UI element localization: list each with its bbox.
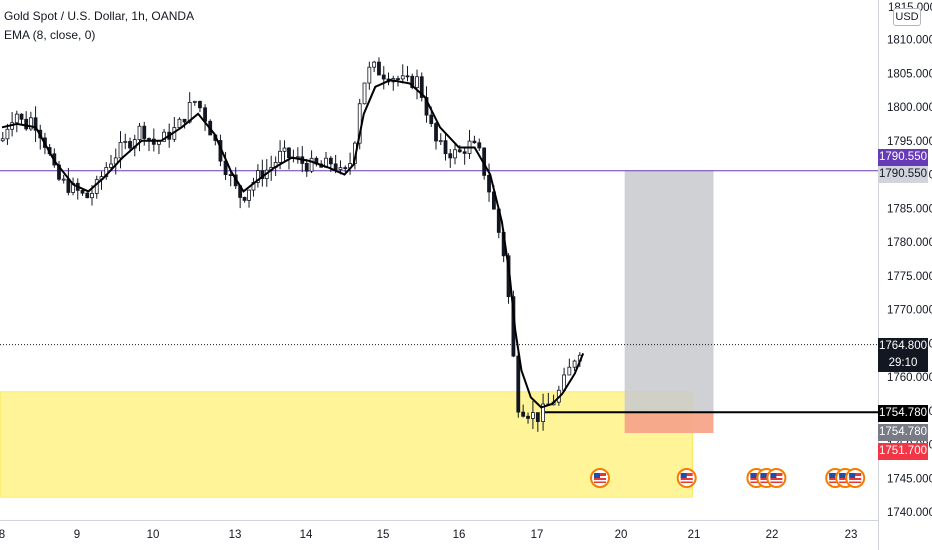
position-stop-box[interactable] [624, 412, 714, 434]
price-tick-label: 1800.000 [887, 102, 932, 114]
date-tick-label: 15 [377, 529, 390, 541]
candle [448, 148, 453, 168]
candle [304, 158, 309, 177]
last-price-tag: 1764.800 [878, 338, 928, 355]
candle [85, 192, 90, 199]
candle [147, 137, 151, 152]
candles [0, 57, 582, 432]
candle [57, 160, 61, 182]
candle [443, 133, 448, 161]
candle [405, 66, 410, 82]
resistance-price-tag: 1790.550 [878, 149, 928, 166]
candle [255, 164, 260, 188]
event-markers[interactable] [590, 468, 866, 488]
candle [572, 359, 577, 372]
candle [377, 57, 381, 76]
candle [535, 412, 540, 432]
candle [526, 412, 530, 424]
date-tick-label: 23 [845, 529, 858, 541]
candle [424, 86, 429, 123]
candle [415, 69, 419, 100]
candle [19, 113, 24, 126]
ema-line [1, 78, 585, 409]
candle [282, 140, 287, 162]
economic-event-icon[interactable] [590, 468, 610, 488]
candle [434, 121, 438, 150]
date-tick-label: 10 [147, 529, 160, 541]
date-tick-label: 14 [300, 529, 313, 541]
candle [462, 147, 467, 165]
candle [118, 131, 123, 169]
candle [381, 66, 386, 90]
chart-title[interactable]: Gold Spot / U.S. Dollar, 1h, OANDA [4, 9, 195, 23]
currency-button[interactable]: USD [893, 8, 921, 26]
candle [372, 60, 377, 73]
price-tick-label: 1780.000 [887, 237, 932, 249]
candle [123, 133, 128, 150]
date-tick-label: 17 [531, 529, 544, 541]
candle [367, 61, 372, 90]
candle [521, 404, 526, 418]
date-tick-label: 16 [453, 529, 466, 541]
candle [362, 82, 367, 105]
candle [24, 111, 29, 131]
price-tick-label: 1775.000 [887, 271, 932, 283]
date-tick-label: 8 [0, 529, 5, 541]
price-tick-label: 1810.000 [887, 35, 932, 47]
candle [242, 196, 247, 203]
candle [453, 143, 457, 165]
candle [247, 189, 251, 208]
candle [198, 100, 202, 113]
candle [477, 138, 482, 151]
candle [228, 170, 233, 187]
date-tick-label: 9 [74, 529, 80, 541]
candle [531, 400, 535, 430]
demand-zone[interactable] [0, 391, 693, 498]
price-tick-label: 1795.000 [887, 136, 932, 148]
candle [137, 122, 142, 152]
candle [472, 135, 477, 144]
candle [61, 174, 66, 184]
entry-price-tag: 1754.780 [878, 405, 928, 422]
stop-price-tag: 1751.700 [878, 443, 928, 460]
price-tick-label: 1760.000 [887, 372, 932, 384]
price-tick-label: 1740.000 [887, 507, 932, 519]
price-tick-label: 1745.000 [887, 473, 932, 485]
candle [28, 111, 33, 132]
economic-event-icon[interactable] [676, 468, 697, 488]
candle [400, 64, 405, 84]
candle [567, 358, 572, 376]
candle [33, 106, 38, 143]
position-target-box[interactable] [624, 170, 714, 413]
price-tick-label: 1805.000 [887, 68, 932, 80]
candle [457, 145, 462, 153]
candle [5, 123, 10, 145]
candle [419, 72, 424, 102]
candle [109, 154, 113, 170]
candle [487, 163, 491, 202]
indicator-legend[interactable]: EMA (8, close, 0) [4, 28, 96, 42]
entry-line-tag: 1754.780 [878, 424, 928, 441]
candle [0, 131, 5, 143]
candle [438, 133, 443, 146]
price-tick-label: 1785.000 [887, 203, 932, 215]
economic-event-icon[interactable] [766, 468, 787, 488]
candle [177, 117, 182, 129]
candle [541, 393, 545, 431]
date-tick-label: 20 [615, 529, 628, 541]
date-tick-label: 13 [229, 529, 242, 541]
price-tick-label: 1770.000 [887, 305, 932, 317]
economic-event-icon[interactable] [845, 468, 866, 488]
resistance-line-tag: 1790.550 [878, 166, 928, 183]
candle [80, 188, 85, 196]
date-tick-label: 22 [766, 529, 779, 541]
candle [343, 165, 348, 173]
bar-countdown-tag: 29:10 [878, 355, 928, 372]
date-tick-label: 21 [688, 529, 701, 541]
candle [192, 100, 197, 106]
time-axis-ticks[interactable]: 8 9 10 13 14 15 16 17 20 21 22 23 [0, 529, 857, 541]
candle [14, 110, 19, 133]
